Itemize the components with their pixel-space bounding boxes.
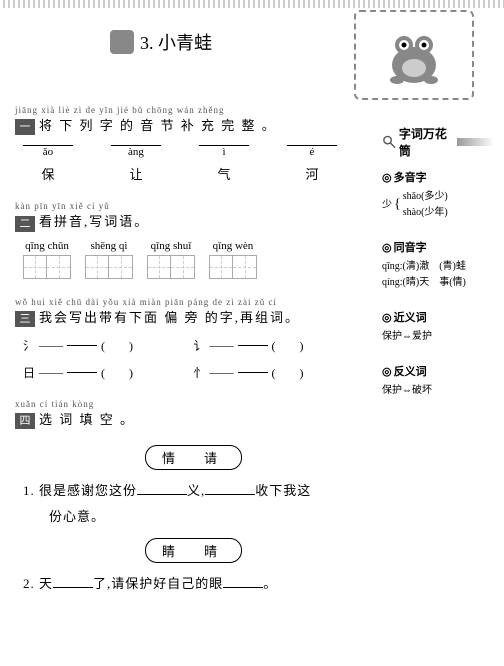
section-pinyin: xuǎn cí tián kòng <box>15 399 364 409</box>
section-number: 三 <box>15 311 35 327</box>
frog-stamp <box>354 10 474 100</box>
sidebar-title-text: 字词万花筒 <box>399 125 455 159</box>
hint: ǎo <box>23 146 73 158</box>
pinyin-item: qǐng wèn <box>209 240 257 279</box>
text: 了,请保护好自己的眼 <box>93 576 223 591</box>
reading: shǎo(多少) <box>403 191 448 202</box>
text: 。 <box>263 576 277 591</box>
radical: 日 <box>23 364 35 381</box>
text: 份心意。 <box>49 509 105 524</box>
sidebar-title: 字词万花筒 <box>382 125 494 159</box>
synonym-block: 近义词 保护⇔爱护 <box>382 309 494 345</box>
exercise-3: 氵——( ) 讠——( ) 日——( ) 忄——( ) <box>15 337 364 381</box>
section-number: 二 <box>15 216 35 232</box>
blank[interactable] <box>67 345 97 346</box>
section-title: 将 下 列 字 的 音 节 补 充 完 整 。 <box>39 118 277 133</box>
title-name: 小青蛙 <box>158 33 212 53</box>
line: 保护⇔破坏 <box>382 383 494 399</box>
char: 少 <box>382 199 392 210</box>
blank[interactable] <box>137 494 187 495</box>
section-title: 看拼音,写词语。 <box>39 214 149 229</box>
blank[interactable] <box>238 345 268 346</box>
hint: àng <box>111 146 161 158</box>
block-heading: 反义词 <box>382 363 494 379</box>
text: 1. 很是感谢您这份 <box>23 483 137 498</box>
polyphone-block: 多音字 少{shǎo(多少)shào(少年) <box>382 169 494 221</box>
line: qíng:(晴)天 事(情) <box>382 275 494 291</box>
block-heading: 同音字 <box>382 239 494 255</box>
pinyin-label: qīng chūn <box>23 240 71 252</box>
polyphone-entry: 少{shǎo(多少)shào(少年) <box>382 189 494 221</box>
blank[interactable] <box>223 587 263 588</box>
line: qīng:(清)澈 (青)蛙 <box>382 259 494 275</box>
pinyin-grid-row: qīng chūn shēng qì qīng shuǐ qǐng wèn <box>15 240 364 279</box>
blank[interactable] <box>238 372 268 373</box>
char: 保 <box>23 164 73 183</box>
radical: 氵 <box>23 337 35 354</box>
char: 让 <box>111 164 161 183</box>
write-box[interactable] <box>85 255 133 279</box>
magnifier-icon <box>382 134 397 150</box>
question-1: 1. 很是感谢您这份 义, 收下我这 <box>23 478 364 504</box>
radical: 讠 <box>194 337 206 354</box>
block-heading: 多音字 <box>382 169 494 185</box>
section-pinyin: jiāng xià liè zì de yīn jié bǔ chōng wán… <box>15 105 364 115</box>
section-pinyin: wǒ huì xiě chū dài yǒu xià miàn piān pán… <box>15 297 364 307</box>
pinyin-item: shēng qì <box>85 240 133 279</box>
pinyin-item: qīng shuǐ <box>147 240 195 279</box>
hint: ì <box>199 146 249 158</box>
block-heading: 近义词 <box>382 309 494 325</box>
sidebar: 字词万花筒 多音字 少{shǎo(多少)shào(少年) 同音字 qīng:(清… <box>374 105 494 615</box>
blank[interactable] <box>205 494 255 495</box>
reading: shào(少年) <box>403 207 448 218</box>
section-pinyin: kàn pīn yīn xiě cí yǔ <box>15 201 364 211</box>
write-box[interactable] <box>23 255 71 279</box>
write-box[interactable] <box>209 255 257 279</box>
title-number: 3. <box>140 33 154 53</box>
exercise-4: 情 请 1. 很是感谢您这份 义, 收下我这 份心意。 睛 晴 2. 天 了,请保护好… <box>15 437 364 597</box>
word-choice: 睛 晴 <box>145 538 242 563</box>
write-box[interactable] <box>147 255 195 279</box>
pinyin-label: qǐng wèn <box>209 240 257 252</box>
title-icon <box>110 30 134 54</box>
section-4: xuǎn cí tián kòng 四选 词 填 空 。 情 请 1. 很是感谢… <box>15 399 364 597</box>
blank[interactable] <box>67 372 97 373</box>
pinyin-label: qīng shuǐ <box>147 240 195 252</box>
exercises-column: jiāng xià liè zì de yīn jié bǔ chōng wán… <box>15 105 374 615</box>
hint: é <box>287 146 337 158</box>
radical: 忄 <box>194 364 206 381</box>
homophone-block: 同音字 qīng:(清)澈 (青)蛙 qíng:(晴)天 事(情) <box>382 239 494 291</box>
frog-icon <box>379 20 449 90</box>
pinyin-item: qīng chūn <box>23 240 71 279</box>
section-2: kàn pīn yīn xiě cí yǔ 二看拼音,写词语。 qīng chū… <box>15 201 364 278</box>
header: 3. 小青蛙 <box>0 0 504 95</box>
question-2: 2. 天 了,请保护好自己的眼 。 <box>23 571 364 597</box>
main-content: jiāng xià liè zì de yīn jié bǔ chōng wán… <box>0 95 504 615</box>
section-title: 选 词 填 空 。 <box>39 412 135 427</box>
exercise-1: ǎo àng ì é 保 让 气 河 <box>15 145 364 183</box>
section-number: 四 <box>15 413 35 429</box>
section-title: 我会写出带有下面 偏 旁 的字,再组词。 <box>39 310 300 325</box>
section-3: wǒ huì xiě chū dài yǒu xià miàn piān pán… <box>15 297 364 381</box>
antonym-block: 反义词 保护⇔破坏 <box>382 363 494 399</box>
section-1: jiāng xià liè zì de yīn jié bǔ chōng wán… <box>15 105 364 183</box>
text: 义, <box>187 483 205 498</box>
blank[interactable] <box>53 587 93 588</box>
text: 2. 天 <box>23 576 53 591</box>
section-number: 一 <box>15 119 35 135</box>
char: 气 <box>199 164 249 183</box>
title-decoration <box>457 138 494 146</box>
text: 收下我这 <box>255 483 311 498</box>
char: 河 <box>287 164 337 183</box>
pinyin-label: shēng qì <box>85 240 133 252</box>
word-choice: 情 请 <box>145 445 242 470</box>
line: 保护⇔爱护 <box>382 329 494 345</box>
